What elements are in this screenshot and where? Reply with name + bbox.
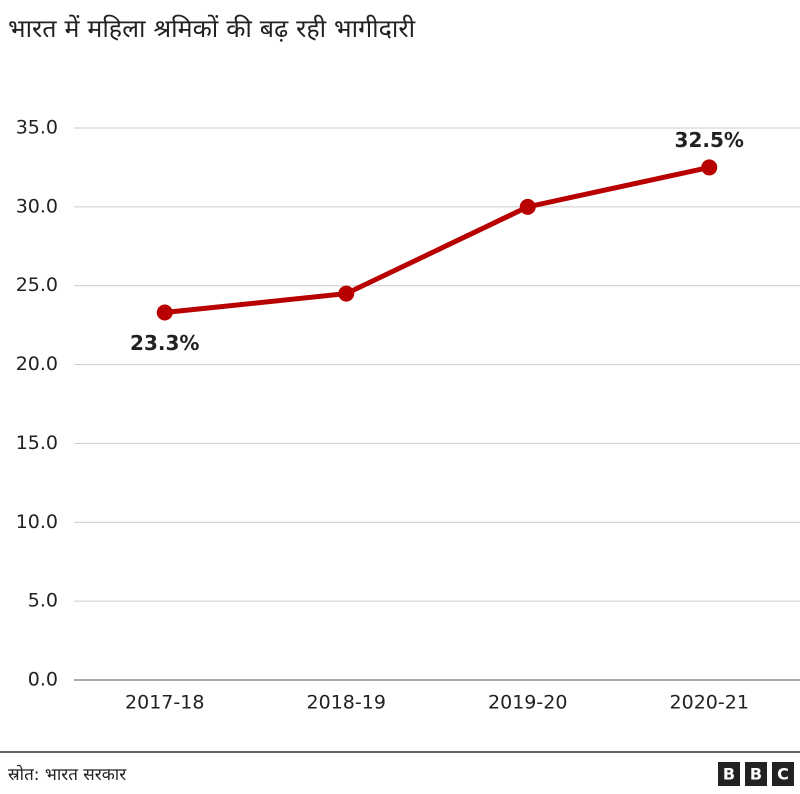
logo-letter: C [777,765,789,784]
logo-box [718,762,740,786]
logo-box [772,762,794,786]
logo-letter: B [723,765,735,784]
y-tick-label: 35.0 [16,117,58,139]
value-label: 32.5% [675,128,744,152]
y-tick-label: 25.0 [16,274,58,296]
point [338,285,355,302]
source: स्रोत: भारत सरकार [8,764,127,785]
y-tick-label: 20.0 [16,353,58,375]
x-tick-label: 2019-20 [488,692,567,714]
series-line [164,164,710,316]
value-label: 23.3% [130,331,199,355]
point [701,159,718,176]
y-tick-label: 0.0 [28,669,58,691]
y-tick-label: 10.0 [16,511,58,533]
y-tick-label: 15.0 [16,432,58,454]
logo-letter: B [750,765,762,784]
logo: B B C [718,762,794,786]
x-tick-label: 2018-19 [307,692,386,714]
chart-title: भारत में महिला श्रमिकों की बढ़ रही भागीद… [8,14,416,43]
x-tick-label: 2017-18 [125,692,204,714]
y-tick-label: 30.0 [16,195,58,217]
y-tick-label: 5.0 [28,590,58,612]
point [156,304,173,321]
x-tick-label: 2020-21 [670,692,749,714]
point [519,198,536,215]
logo-box [745,762,767,786]
